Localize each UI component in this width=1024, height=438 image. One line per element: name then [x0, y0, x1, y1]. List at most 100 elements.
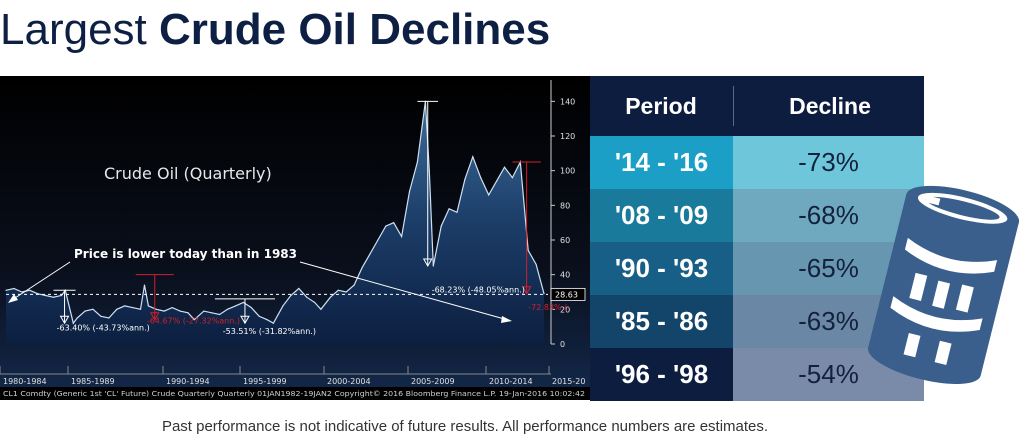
data-point	[250, 307, 252, 309]
data-point	[298, 287, 300, 290]
y-tick-label: 100	[560, 167, 575, 176]
decline-annotation: -53.51% (-31.82%ann.)	[223, 327, 316, 336]
data-point	[488, 194, 490, 196]
current-value-label: 28.63	[555, 290, 578, 299]
data-point	[448, 208, 450, 210]
header-period: Period	[625, 93, 697, 119]
data-point	[76, 317, 78, 319]
data-point	[472, 156, 474, 158]
decline-cell: -73%	[733, 136, 924, 189]
period-cell: '85 - '86	[590, 295, 733, 348]
data-point	[21, 291, 23, 293]
data-point	[29, 289, 31, 291]
data-point	[408, 190, 411, 193]
header-decline: Decline	[789, 93, 871, 119]
data-point	[428, 170, 430, 172]
data-point	[45, 294, 47, 297]
decline-arrow	[149, 312, 160, 321]
data-point	[234, 305, 237, 307]
data-point	[92, 308, 94, 310]
decline-arrow	[59, 315, 70, 325]
data-point	[345, 291, 347, 293]
data-point	[337, 289, 339, 291]
decline-annotation: -72.83% (-	[528, 303, 570, 312]
data-point	[282, 305, 284, 307]
decline-annotation: -63.40% (-43.73%ann.)	[57, 324, 150, 333]
data-point	[258, 315, 260, 317]
y-tick-label: 0	[560, 340, 565, 349]
crude-oil-chart: 0 20 40 60 80 100 120 140 28.63 1980-1984 1985-198…	[0, 76, 590, 400]
data-point	[163, 310, 165, 312]
decline-annotation: -68.23% (-48.05%ann.)	[432, 286, 525, 295]
data-point	[187, 312, 189, 314]
y-tick-label: 20	[560, 305, 570, 314]
data-point	[416, 161, 418, 163]
title-light: Largest	[0, 5, 159, 54]
callout-arrow-left	[11, 261, 71, 301]
data-point	[369, 253, 371, 255]
data-point	[242, 301, 244, 303]
table-header: Period Decline	[590, 76, 924, 136]
data-point	[329, 296, 331, 298]
period-cell: '14 - '16	[590, 136, 733, 189]
period-cell: '96 - '98	[590, 348, 733, 401]
x-tick-label: 2010-2014	[489, 377, 533, 386]
x-tick-label: 1985-1989	[71, 377, 115, 386]
data-point	[353, 284, 355, 286]
footnote: Past performance is not indicative of fu…	[161, 418, 769, 435]
page-title: Largest Crude Oil Declines	[0, 2, 550, 62]
oil-barrel-icon	[867, 185, 1020, 384]
chart-source-footer: CL1 Comdty (Generic 1st 'CL' Future) Cru…	[3, 390, 585, 398]
data-point	[535, 263, 537, 265]
y-tick-label: 40	[560, 271, 570, 280]
data-point	[100, 315, 102, 317]
x-tick-label: 1990-1994	[166, 377, 210, 386]
data-point	[60, 294, 63, 297]
data-point	[361, 267, 363, 269]
decline-arrow	[240, 315, 250, 325]
y-tick-label: 140	[560, 97, 575, 106]
x-tick-label: 1980-1984	[3, 377, 47, 386]
data-point	[72, 322, 74, 324]
data-point	[52, 296, 55, 298]
data-point	[226, 308, 229, 310]
data-point	[385, 225, 387, 227]
x-tick-label: 1995-1999	[243, 377, 287, 386]
data-point	[193, 319, 195, 321]
data-point	[155, 308, 157, 310]
header-divider	[733, 86, 734, 126]
y-tick-label: 80	[560, 201, 570, 210]
data-point	[401, 235, 403, 238]
data-point	[503, 166, 506, 168]
data-point	[203, 310, 205, 312]
data-point	[147, 305, 149, 307]
data-point	[306, 296, 308, 298]
y-tick-label: 120	[560, 132, 575, 141]
x-tick-label: 2005-2009	[411, 377, 455, 386]
price-area	[6, 101, 544, 344]
data-point	[84, 310, 86, 312]
table-row: '14 - '16 -73%	[590, 136, 924, 189]
chart-title: Crude Oil (Quarterly)	[104, 164, 272, 183]
callout-text: Price is lower today than in 1983	[74, 247, 297, 261]
data-point	[5, 289, 7, 291]
data-point	[511, 177, 513, 179]
callout-arrow-right	[299, 261, 509, 321]
data-point	[171, 307, 173, 309]
data-point	[527, 249, 529, 251]
data-point	[496, 180, 498, 182]
data-point	[143, 284, 146, 286]
data-point	[480, 177, 482, 179]
data-point	[432, 265, 434, 267]
decline-annotation: -64.67% (-27.32%ann.)	[147, 317, 240, 326]
data-point	[124, 305, 126, 307]
decline-cell: -68%	[733, 189, 924, 242]
data-point	[211, 312, 213, 314]
x-tick-label: 2000-2004	[327, 377, 371, 386]
table-row: '08 - '09 -68%	[590, 189, 924, 242]
title-bold: Crude Oil Declines	[158, 5, 551, 54]
period-cell: '90 - '93	[590, 242, 733, 295]
period-cell: '08 - '09	[590, 189, 733, 242]
data-point	[219, 313, 221, 316]
data-point	[179, 310, 181, 312]
